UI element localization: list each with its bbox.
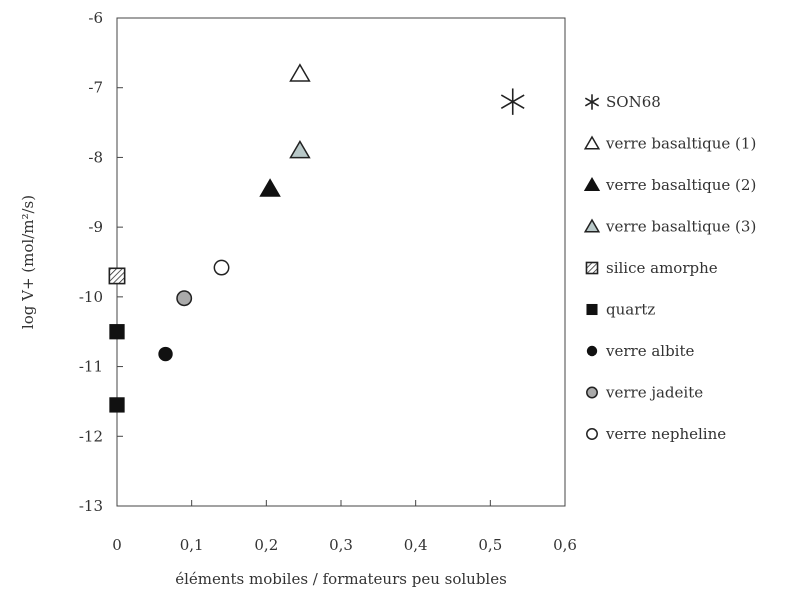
data-point [158,346,173,362]
y-tick-label: -12 [79,427,103,445]
y-tick-label: -11 [79,358,103,376]
data-point [109,397,125,413]
legend-swatch [586,386,598,399]
data-point [289,63,311,82]
legend-label: verre basaltique (3) [605,218,756,236]
y-axis-title: log V+ (mol/m²/s) [19,195,37,329]
x-tick-label: 0,2 [254,536,278,554]
legend: SON68 verre basaltique (1) verre basaltiqu… [583,93,756,443]
data-point [259,178,281,197]
x-axis: 0 0,1 0,2 0,3 0,4 0,5 0,6 [112,500,577,554]
data-point [213,259,230,276]
legend-label: verre albite [605,342,695,360]
y-tick-label: -9 [88,218,103,236]
legend-swatch [586,303,598,316]
legend-label: verre basaltique (2) [605,176,756,194]
legend-swatch [583,177,601,191]
legend-label: quartz [606,301,655,319]
y-tick-label: -8 [88,148,103,166]
legend-label: verre jadeite [605,384,703,402]
x-tick-label: 0,6 [553,536,577,554]
data-point [176,290,193,307]
x-tick-label: 0,4 [404,536,428,554]
x-tick-label: 0,1 [180,536,204,554]
x-axis-title: éléments mobiles / formateurs peu solubl… [175,570,507,588]
legend-swatch [583,218,601,233]
legend-label: SON68 [606,93,661,111]
data-point [109,324,125,340]
y-axis: -6 -7 -8 -9 -10 -11 -12 -13 [79,9,123,515]
legend-swatch [586,345,598,357]
legend-swatch [585,261,599,275]
data-point [500,88,525,115]
y-tick-label: -6 [88,9,103,27]
x-tick-label: 0 [112,536,122,554]
legend-label: verre nepheline [605,425,726,443]
data-point [108,267,126,285]
legend-label: silice amorphe [606,259,718,277]
plot-frame [116,17,566,507]
data-point [289,139,311,159]
legend-swatch [586,428,598,440]
legend-swatch [584,94,600,110]
x-tick-label: 0,5 [478,536,502,554]
legend-swatch [583,135,601,150]
y-tick-label: -13 [79,497,103,515]
y-tick-label: -10 [79,288,103,306]
legend-label: verre basaltique (1) [605,135,756,153]
x-tick-label: 0,3 [329,536,353,554]
data-points [108,63,525,413]
y-tick-label: -7 [88,79,103,97]
